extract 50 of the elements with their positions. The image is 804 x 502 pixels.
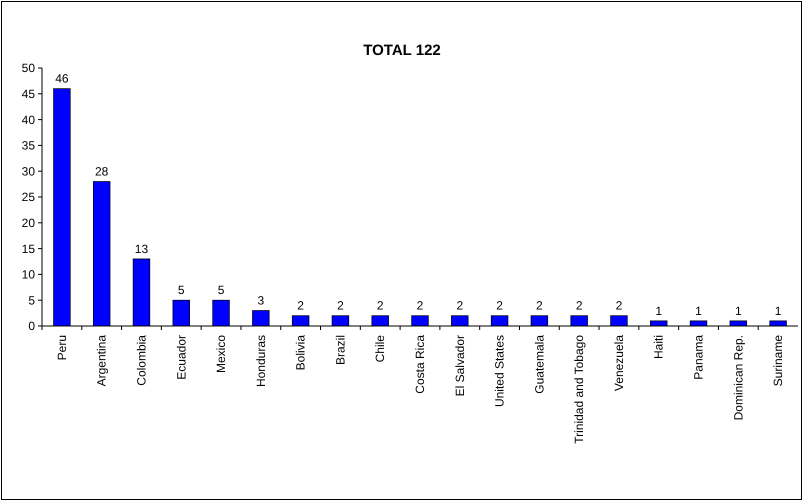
data-label: 2 (616, 298, 623, 313)
y-tick-label: 50 (22, 61, 36, 76)
data-label: 5 (218, 283, 225, 298)
x-tick-label: Suriname (771, 334, 786, 386)
y-tick-label: 25 (22, 190, 36, 204)
y-tick-label: 15 (22, 242, 36, 256)
data-label: 1 (695, 304, 702, 318)
x-tick-label: Argentina (94, 334, 109, 386)
data-label: 2 (416, 298, 424, 313)
y-tick-label: 35 (22, 138, 36, 153)
x-tick-label: Mexico (214, 334, 228, 374)
data-label: 5 (178, 283, 185, 298)
data-label: 13 (134, 242, 148, 256)
y-tick-label: 30 (22, 164, 36, 178)
x-tick-label: El Salvador (452, 335, 467, 396)
data-label: 46 (55, 72, 69, 86)
data-label: 1 (655, 304, 662, 318)
y-tick-label: 40 (22, 112, 36, 127)
x-tick-label: Brazil (333, 335, 348, 366)
data-label: 28 (95, 164, 109, 179)
data-label: 2 (456, 298, 464, 313)
x-tick-label: Haiti (652, 335, 666, 360)
x-tick-label: Dominican Rep. (731, 335, 746, 420)
x-tick-label: Panama (692, 334, 706, 380)
data-label: 2 (297, 298, 304, 313)
data-label: 2 (496, 298, 504, 313)
data-label: 2 (376, 298, 384, 313)
y-tick-label: 10 (22, 268, 36, 282)
x-tick-label: Venezuela (612, 334, 626, 392)
x-tick-label: United States (492, 335, 507, 408)
data-label: 1 (774, 304, 782, 318)
data-label: 2 (536, 298, 544, 313)
y-tick-label: 5 (28, 293, 36, 308)
data-label: 3 (258, 294, 264, 308)
y-tick-label: 20 (22, 216, 36, 230)
data-label: 1 (734, 304, 742, 318)
x-tick-label: Colombia (134, 334, 148, 386)
x-tick-label: Trinidad and Tobago (572, 334, 586, 444)
x-tick-label: Costa Rica (413, 334, 427, 394)
x-tick-label: Guatemala (532, 334, 546, 394)
x-tick-label: Honduras (254, 335, 268, 388)
y-tick-label: 0 (28, 319, 36, 334)
chart-title: TOTAL 122 (363, 42, 441, 59)
x-tick-label: Bolivia (294, 334, 308, 370)
x-tick-label: Chile (373, 334, 388, 362)
y-tick-label: 45 (22, 87, 36, 101)
data-label: 2 (576, 298, 583, 313)
x-tick-label: Peru (54, 335, 69, 360)
x-tick-label: Ecuador (174, 335, 188, 380)
data-label: 2 (337, 298, 344, 313)
